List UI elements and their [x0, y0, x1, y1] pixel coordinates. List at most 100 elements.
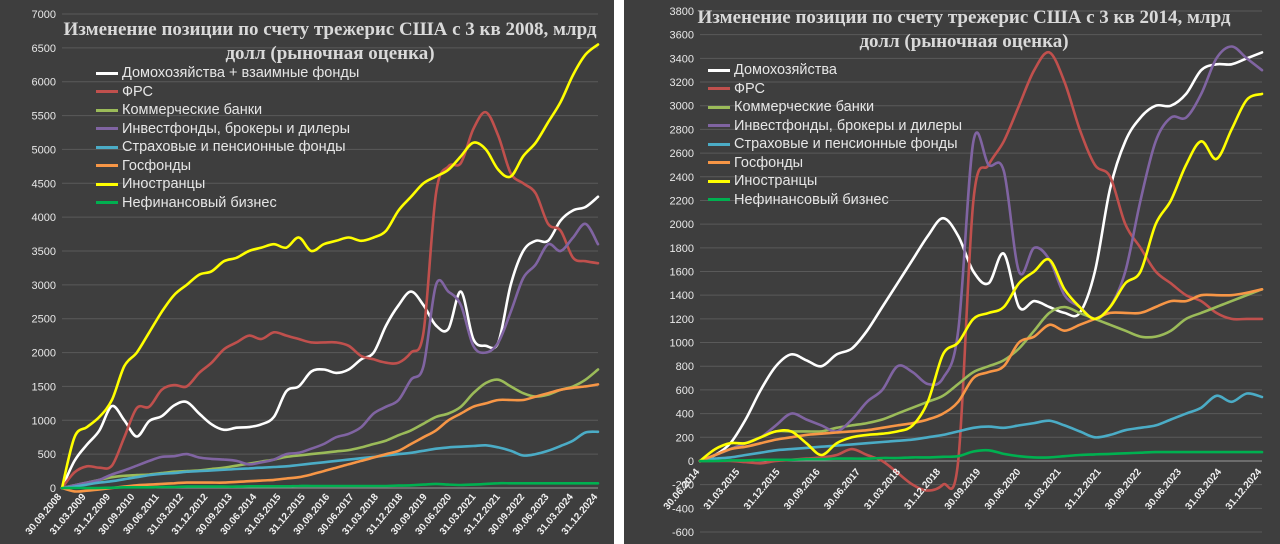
- series-line: [60, 222, 600, 490]
- legend-swatch: [708, 142, 730, 146]
- y-tick-label: 3600: [670, 30, 694, 42]
- legend-label: ФРС: [734, 80, 766, 97]
- legend-label: Иностранцы: [122, 176, 206, 193]
- x-tick-label: 31.03.2015: [702, 467, 743, 513]
- legend-item: Госфонды: [96, 157, 359, 176]
- y-tick-label: 6500: [32, 43, 56, 55]
- y-tick-label: -200: [672, 480, 694, 492]
- series-line: [60, 43, 600, 490]
- legend-item: Госфонды: [708, 154, 962, 173]
- chart-left-svg: 0 500 1000 1500 2000 2500 3000 3500 4000 4500 5000…: [24, 9, 601, 537]
- x-tick-label: 30.09.2022: [1103, 467, 1144, 513]
- y-tick-label: 2200: [670, 195, 694, 207]
- series-line: [698, 51, 1264, 463]
- legend-swatch: [96, 90, 118, 94]
- legend-swatch: [96, 201, 118, 205]
- legend-item: Нефинансовый бизнес: [708, 191, 962, 210]
- y-tick-label: 3200: [670, 77, 694, 89]
- legend-swatch: [708, 68, 730, 72]
- y-tick-label: 3000: [670, 101, 694, 113]
- x-tick-label: 30.06.2020: [983, 467, 1024, 513]
- chart-left-title: Изменение позиции по счету трежерис США …: [63, 19, 597, 64]
- y-tick-label: 800: [676, 361, 694, 373]
- x-tick-label: 31.12.2024: [1224, 467, 1265, 513]
- legend-label: Госфонды: [122, 157, 192, 174]
- chart-panel-left: 0 500 1000 1500 2000 2500 3000 3500 4000 4500 5000…: [0, 0, 614, 544]
- legend-item: Нефинансовый бизнес: [96, 194, 359, 213]
- series-line: [698, 288, 1264, 463]
- y-tick-label: 1500: [32, 381, 56, 393]
- y-tick-label: 1800: [670, 243, 694, 255]
- legend-item: Домохозяйства: [708, 61, 962, 80]
- x-tick-label: 31.03.2021: [1023, 467, 1064, 513]
- y-tick-label: 3000: [32, 280, 56, 292]
- legend-label: Инвестфонды, брокеры и дилеры: [734, 117, 963, 134]
- legend-swatch: [708, 161, 730, 165]
- y-tick-label: 0: [50, 483, 56, 495]
- legend-item: Коммерческие банки: [708, 98, 962, 117]
- x-tick-label: 30.09.2019: [943, 467, 984, 513]
- y-tick-label: 400: [676, 409, 694, 421]
- y-tick-label: 2600: [670, 148, 694, 160]
- x-tick-label: 30.06.2017: [822, 467, 863, 513]
- y-tick-label: -600: [672, 527, 694, 539]
- legend-swatch: [708, 198, 730, 202]
- legend-label: Домохозяйства: [734, 62, 838, 79]
- series-line: [60, 481, 600, 490]
- chart-left-legend: Домохозяйства + взаимные фонды ФРС Коммерч…: [96, 64, 359, 212]
- y-tick-label: 6000: [32, 77, 56, 89]
- x-tick-label: 31.03.2024: [1184, 467, 1225, 513]
- y-tick-label: 2500: [32, 314, 56, 326]
- y-tick-label: -400: [672, 503, 694, 515]
- x-tick-label: 31.03.2018: [862, 467, 903, 513]
- legend-label: Нефинансовый бизнес: [734, 191, 889, 208]
- chart-right-svg: -600 -400 -200 0 200 400 600 800 1000 1200 1400 160…: [662, 6, 1265, 539]
- legend-item: Страховые и пенсионные фонды: [96, 138, 359, 157]
- series-line: [698, 92, 1264, 463]
- series-line: [60, 430, 600, 490]
- y-tick-label: 3400: [670, 53, 694, 65]
- y-tick-label: 7000: [32, 9, 56, 21]
- y-tick-label: 200: [676, 432, 694, 444]
- legend-label: Иностранцы: [734, 173, 818, 190]
- legend-item: Инвестфонды, брокеры и дилеры: [708, 117, 962, 136]
- legend-label: Страховые и пенсионные фонды: [734, 136, 958, 153]
- y-tick-label: 3500: [32, 246, 56, 258]
- legend-swatch: [96, 182, 118, 186]
- chart-right-legend: Домохозяйства ФРС Коммерческие банки Инвест…: [708, 61, 962, 209]
- legend-swatch: [96, 108, 118, 112]
- legend-swatch: [96, 164, 118, 168]
- y-tick-label: 5000: [32, 144, 56, 156]
- legend-label: Страховые и пенсионные фонды: [122, 139, 346, 156]
- y-tick-label: 600: [676, 385, 694, 397]
- y-tick-label: 2000: [32, 348, 56, 360]
- legend-label: Коммерческие банки: [734, 99, 875, 116]
- series-line: [60, 195, 600, 490]
- chart-panel-right: -600 -400 -200 0 200 400 600 800 1000 1200 1400 160…: [624, 0, 1280, 544]
- series-line: [60, 383, 600, 493]
- legend-item: Иностранцы: [708, 172, 962, 191]
- y-tick-label: 1000: [32, 415, 56, 427]
- legend-swatch: [96, 71, 118, 75]
- legend-label: ФРС: [122, 83, 154, 100]
- legend-swatch: [96, 145, 118, 149]
- y-tick-label: 3800: [670, 6, 694, 18]
- legend-label: Госфонды: [734, 154, 804, 171]
- series-line: [698, 392, 1264, 463]
- y-tick-label: 2000: [670, 219, 694, 231]
- y-tick-label: 2400: [670, 172, 694, 184]
- legend-label: Домохозяйства + взаимные фонды: [122, 65, 360, 82]
- y-tick-label: 1000: [670, 338, 694, 350]
- legend-item: Иностранцы: [96, 175, 359, 194]
- y-tick-label: 2800: [670, 124, 694, 136]
- series-line: [698, 45, 1264, 463]
- legend-swatch: [708, 105, 730, 109]
- legend-label: Коммерческие банки: [122, 102, 263, 119]
- y-tick-label: 500: [38, 449, 56, 461]
- y-tick-label: 4000: [32, 212, 56, 224]
- legend-item: Домохозяйства + взаимные фонды: [96, 64, 359, 83]
- y-tick-label: 1400: [670, 290, 694, 302]
- x-tick-label: 31.12.2015: [742, 467, 783, 513]
- legend-swatch: [96, 127, 118, 131]
- legend-item: Коммерческие банки: [96, 101, 359, 120]
